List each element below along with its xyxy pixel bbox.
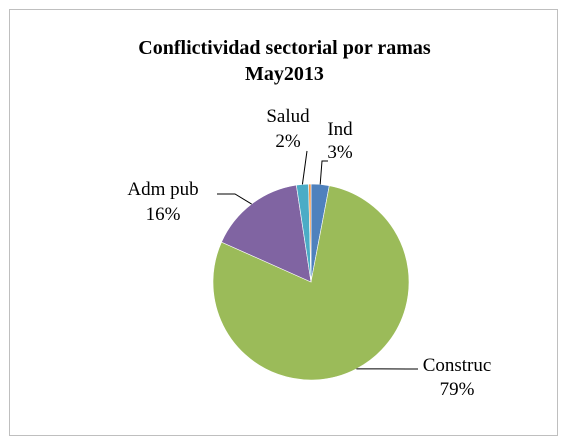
label-salud-name: Salud [266, 106, 310, 127]
pie-slice-construc [212, 185, 410, 381]
chart-title: Conflictividad sectorial por ramas [138, 37, 431, 59]
leader-line-ind [319, 160, 328, 185]
label-ind-name: Ind [327, 119, 353, 140]
leader-line-admpub [217, 193, 252, 205]
label-admpub-pct: 16% [146, 204, 181, 225]
label-construc-pct: 79% [440, 379, 475, 400]
label-admpub-name: Adm pub [127, 179, 198, 200]
pie-slice-other [308, 183, 312, 283]
chart-subtitle: May2013 [245, 63, 324, 85]
label-salud-pct: 2% [275, 131, 301, 152]
leader-line-salud [301, 150, 308, 185]
chart-area: Conflictividad sectorial por ramas May20… [9, 9, 558, 436]
label-construc-name: Construc [423, 355, 492, 376]
pie-chart: Ind 3% Construc 79% Adm pub 16% Salud 2% [127, 106, 492, 400]
label-ind-pct: 3% [327, 142, 353, 163]
